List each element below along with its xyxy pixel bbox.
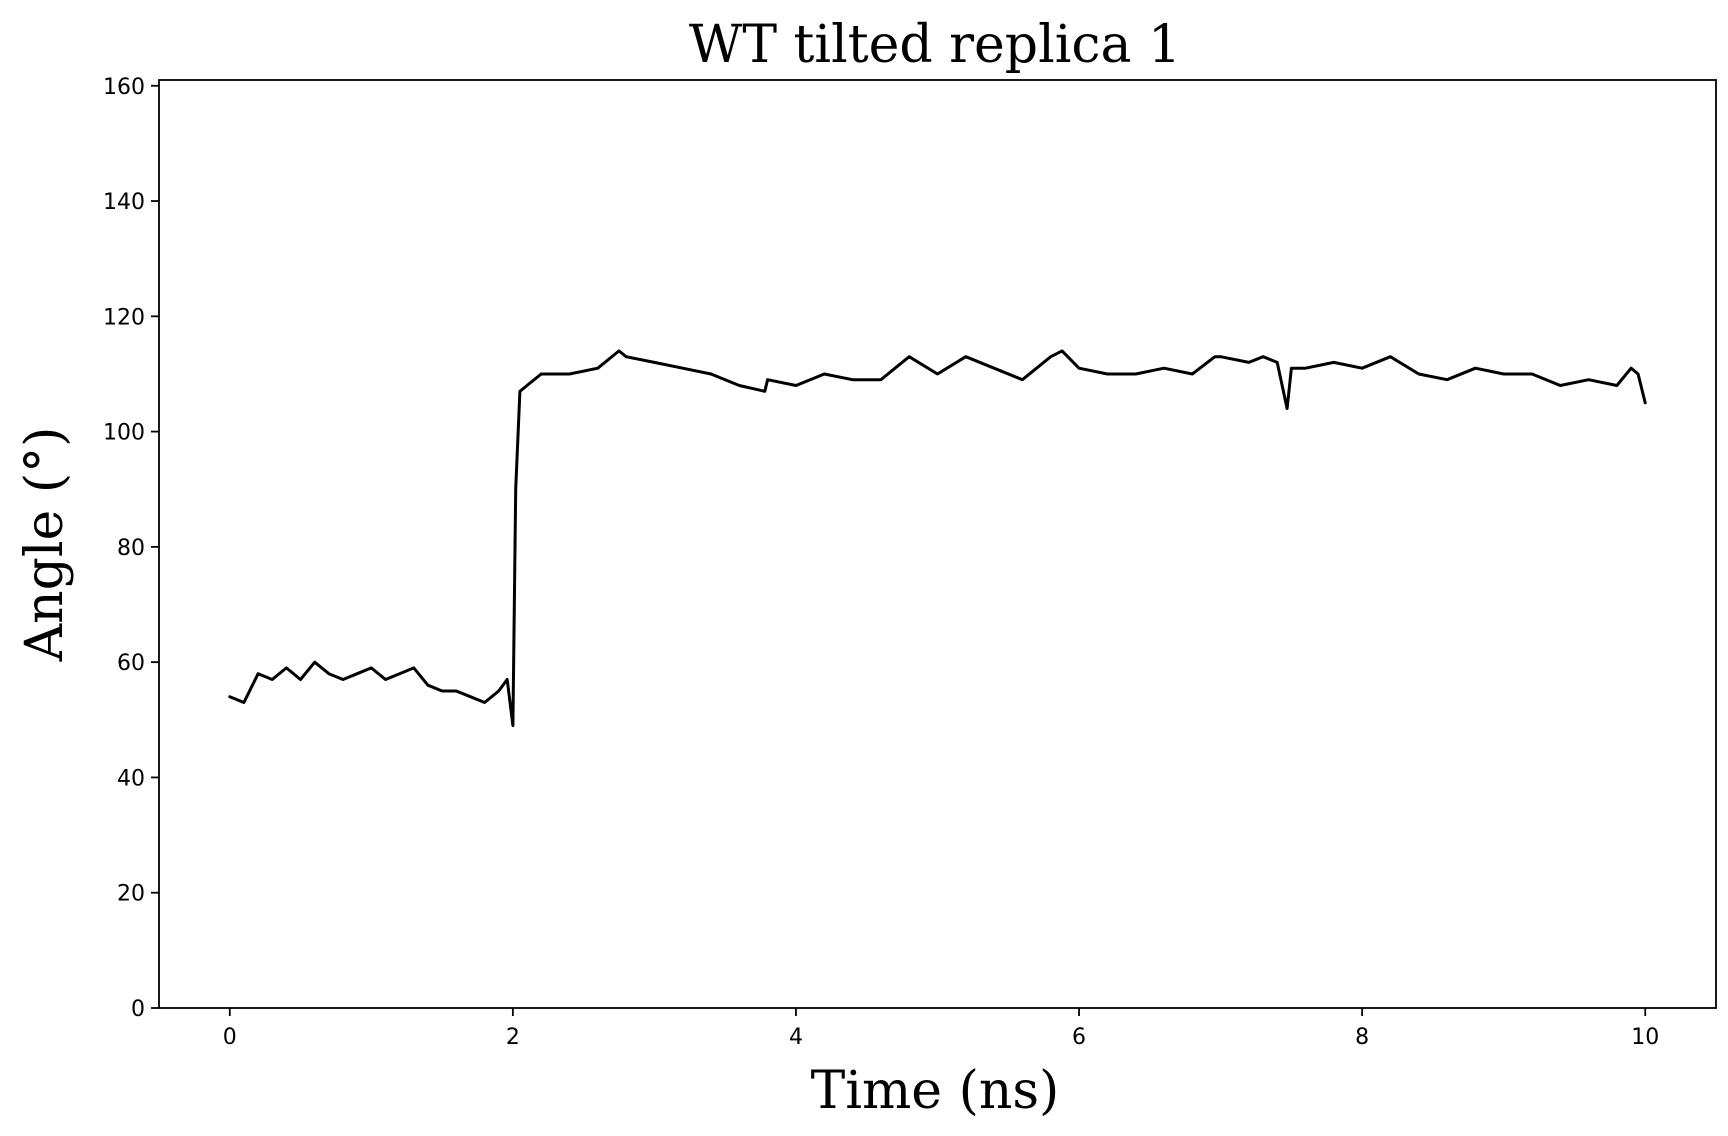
chart-title: WT tilted replica 1 [689,15,1181,75]
x-tick-label: 8 [1355,1025,1369,1050]
y-tick-label: 140 [103,190,145,215]
y-tick-label: 60 [117,651,145,676]
y-tick-label: 40 [117,766,145,791]
y-tick-label: 0 [131,997,145,1022]
x-axis-label: Time (ns) [811,1061,1060,1121]
x-tick-label: 4 [789,1025,803,1050]
plot-frame [158,79,1717,1009]
plot-area [228,349,1647,728]
y-tick-label: 20 [117,882,145,907]
y-tick-label: 160 [103,75,145,100]
x-tick-label: 6 [1072,1025,1086,1050]
x-tick-label: 0 [223,1025,237,1050]
y-tick-label: 80 [117,536,145,561]
y-axis-label: Angle (°) [15,427,75,663]
x-tick-label: 10 [1631,1025,1659,1050]
series-line [228,349,1647,728]
y-tick-label: 120 [103,305,145,330]
x-tick-label: 2 [506,1025,520,1050]
y-tick-label: 100 [103,421,145,446]
